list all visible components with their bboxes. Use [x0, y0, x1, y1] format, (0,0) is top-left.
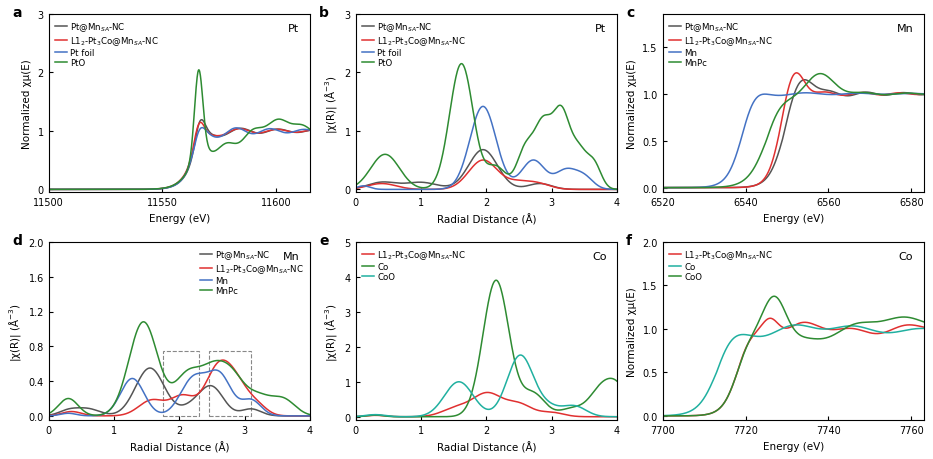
X-axis label: Energy (eV): Energy (eV) — [148, 213, 210, 223]
Legend: Pt@Mn$_{SA}$-NC, L1$_2$-Pt$_3$Co@Mn$_{SA}$-NC, Pt foil, PtO: Pt@Mn$_{SA}$-NC, L1$_2$-Pt$_3$Co@Mn$_{SA… — [360, 19, 467, 70]
Text: e: e — [319, 234, 328, 247]
Text: Co: Co — [898, 251, 913, 261]
Y-axis label: |χ(R)| (Å$^{-3}$): |χ(R)| (Å$^{-3}$) — [323, 302, 339, 361]
Legend: L1$_2$-Pt$_3$Co@Mn$_{SA}$-NC, Co, CoO: L1$_2$-Pt$_3$Co@Mn$_{SA}$-NC, Co, CoO — [360, 246, 467, 283]
Bar — [163, 351, 199, 416]
Y-axis label: Normalized χμ(E): Normalized χμ(E) — [627, 59, 637, 149]
Text: b: b — [319, 6, 329, 20]
X-axis label: Energy (eV): Energy (eV) — [762, 441, 824, 451]
Y-axis label: |χ(R)| (Å$^{-3}$): |χ(R)| (Å$^{-3}$) — [7, 302, 23, 361]
Legend: Pt@Mn$_{SA}$-NC, L1$_2$-Pt$_3$Co@Mn$_{SA}$-NC, Pt foil, PtO: Pt@Mn$_{SA}$-NC, L1$_2$-Pt$_3$Co@Mn$_{SA… — [53, 19, 160, 70]
Y-axis label: Normalized χμ(E): Normalized χμ(E) — [22, 59, 32, 149]
Text: Mn: Mn — [283, 251, 299, 261]
X-axis label: Radial Distance (Å): Radial Distance (Å) — [437, 213, 536, 224]
X-axis label: Energy (eV): Energy (eV) — [762, 213, 824, 223]
Y-axis label: Normalized χμ(E): Normalized χμ(E) — [627, 286, 637, 376]
Legend: Pt@Mn$_{SA}$-NC, L1$_2$-Pt$_3$Co@Mn$_{SA}$-NC, Mn, MnPc: Pt@Mn$_{SA}$-NC, L1$_2$-Pt$_3$Co@Mn$_{SA… — [667, 19, 774, 70]
Legend: L1$_2$-Pt$_3$Co@Mn$_{SA}$-NC, Co, CoO: L1$_2$-Pt$_3$Co@Mn$_{SA}$-NC, Co, CoO — [667, 246, 774, 283]
Text: a: a — [12, 6, 21, 20]
Y-axis label: |χ(R)| (Å$^{-3}$): |χ(R)| (Å$^{-3}$) — [323, 74, 339, 134]
X-axis label: Radial Distance (Å): Radial Distance (Å) — [130, 441, 230, 452]
X-axis label: Radial Distance (Å): Radial Distance (Å) — [437, 441, 536, 452]
Text: d: d — [12, 234, 22, 247]
Text: f: f — [626, 234, 632, 247]
Text: Co: Co — [592, 251, 606, 261]
Text: Pt: Pt — [288, 24, 299, 34]
Text: c: c — [626, 6, 634, 20]
Text: Mn: Mn — [897, 24, 913, 34]
Bar — [209, 351, 251, 416]
Text: Pt: Pt — [595, 24, 606, 34]
Legend: Pt@Mn$_{SA}$-NC, L1$_2$-Pt$_3$Co@Mn$_{SA}$-NC, Mn, MnPc: Pt@Mn$_{SA}$-NC, L1$_2$-Pt$_3$Co@Mn$_{SA… — [198, 246, 306, 297]
